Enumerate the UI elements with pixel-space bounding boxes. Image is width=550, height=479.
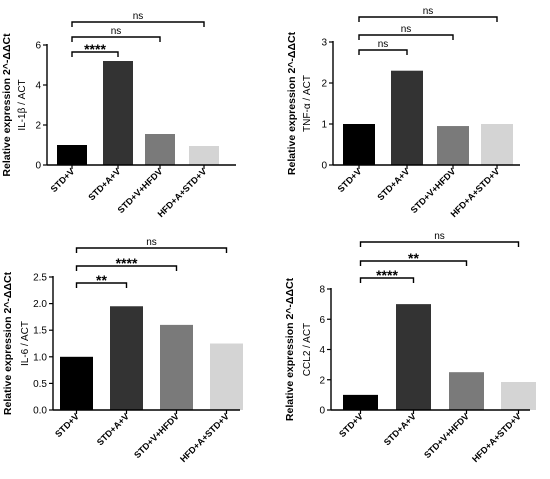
significance-label: ns [146, 237, 157, 248]
x-category-label: STD+V [336, 166, 364, 194]
y-tick-label: 8 [319, 285, 325, 296]
y-axis-title: Relative expression 2^-ΔΔCt [2, 271, 14, 415]
y-tick-label: 6 [319, 315, 325, 326]
y-tick-label: 2.0 [33, 299, 47, 310]
bar-il6-1 [60, 356, 93, 410]
significance-bracket [358, 34, 454, 40]
y-tick-label: 1 [321, 120, 327, 131]
bar-tnfa-3 [437, 126, 469, 165]
y-axis-title: Relative expression 2^-ΔΔCt [1, 33, 13, 177]
x-category-label: STD+A+V [382, 411, 418, 447]
x-category-label: STD+V [337, 411, 365, 439]
significance-label: ns [423, 6, 434, 17]
bar-il6-4 [210, 343, 243, 410]
bar-il1b-3 [145, 134, 175, 165]
significance-label: ns [378, 39, 389, 50]
y-axis-title: Relative expression 2^-ΔΔCt [286, 31, 298, 175]
y-tick-label: 6 [35, 41, 41, 52]
significance-label: **** [84, 41, 106, 57]
bar-ccl2-1 [343, 394, 378, 410]
y-tick-label: 0 [321, 161, 327, 172]
panel-il6: 0.0 0.5 1.0 1.5 2.0 2.5 STD+V STD+A+V STD+V+HFDV… [2, 237, 243, 464]
y-tick-label: 0 [35, 161, 41, 172]
y-tick-label: 2 [321, 79, 327, 90]
x-category-label: STD+V+HFDV [116, 166, 165, 215]
significance-bracket [75, 265, 178, 271]
y-axis-title: Relative expression 2^-ΔΔCt [284, 277, 296, 421]
y-tick-label: 2 [35, 121, 41, 132]
significance-bracket [71, 21, 205, 27]
x-category-label: STD+A+V [95, 411, 131, 447]
significance-bracket [359, 260, 468, 266]
bar-il6-2 [110, 306, 143, 410]
x-category-label: STD+V [53, 411, 81, 439]
x-category-label: STD+A+V [375, 166, 411, 202]
significance-bracket [358, 49, 408, 55]
significance-bracket [71, 51, 119, 57]
panel-ccl2: 0 2 4 6 8 STD+V STD+A+V STD+V+HFDV HFD+A+STD+V Re… [284, 231, 536, 464]
significance-label: **** [116, 255, 138, 271]
y-tick-label: 2.5 [33, 273, 47, 284]
y-tick-label: 0 [319, 406, 325, 417]
y-tick-label: 0.0 [33, 406, 47, 417]
bar-tnfa-1 [343, 124, 375, 165]
y-tick-label: 1.0 [33, 352, 47, 363]
significance-bracket [71, 36, 161, 42]
y-tick-label: 0.5 [33, 379, 47, 390]
bar-il6-3 [160, 324, 193, 410]
y-tick-label: 4 [319, 345, 325, 356]
y-tick-label: 1.5 [33, 326, 47, 337]
y-tick-label: 3 [321, 38, 327, 49]
y-axis-subtitle: CCL2 / ACT [302, 323, 313, 376]
bar-il1b-1 [57, 145, 87, 165]
significance-bracket [75, 282, 128, 288]
y-axis-subtitle: IL-6 / ACT [20, 321, 31, 366]
bar-tnfa-2 [391, 70, 423, 165]
bar-il1b-2 [103, 61, 133, 165]
x-category-label: HFD+A+STD+V [470, 411, 523, 464]
x-category-label: STD+V+HFDV [409, 166, 458, 215]
y-tick-label: 4 [35, 81, 41, 92]
y-axis-subtitle: TNF-α / ACT [302, 75, 313, 132]
significance-label: **** [376, 267, 398, 283]
significance-bracket [359, 241, 520, 247]
bar-tnfa-4 [481, 124, 513, 165]
x-category-label: STD+V [49, 166, 77, 194]
significance-label: ** [408, 250, 419, 266]
x-category-label: STD+A+V [86, 166, 122, 202]
x-category-label: STD+V+HFDV [132, 411, 181, 460]
bar-ccl2-3 [449, 372, 484, 410]
x-category-label: STD+V+HFDV [422, 411, 471, 460]
significance-label: ns [111, 26, 122, 37]
significance-label: ns [401, 24, 412, 35]
bar-ccl2-2 [396, 304, 431, 410]
significance-label: ns [434, 231, 445, 242]
significance-label: ** [96, 272, 107, 288]
significance-bracket [358, 16, 498, 22]
y-axis-subtitle: IL-1β / ACT [17, 79, 28, 130]
significance-bracket [359, 277, 415, 283]
y-tick-label: 2 [319, 375, 325, 386]
significance-bracket [75, 247, 228, 253]
significance-label: ns [133, 11, 144, 22]
bar-il1b-4 [189, 146, 219, 165]
x-category-label: HFD+A+STD+V [178, 411, 231, 464]
bar-ccl2-4 [501, 382, 536, 410]
